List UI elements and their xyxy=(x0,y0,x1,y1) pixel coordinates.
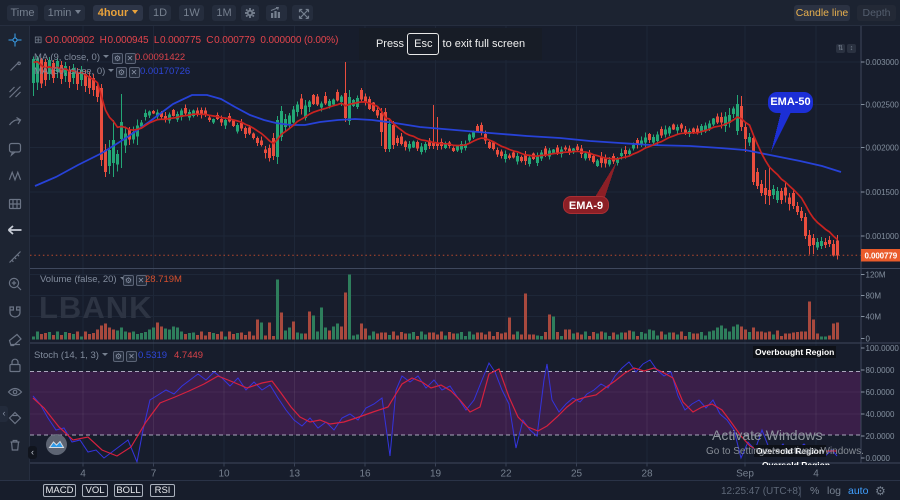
svg-text:0: 0 xyxy=(866,335,871,344)
svg-text:16: 16 xyxy=(359,468,371,479)
svg-text:28: 28 xyxy=(641,468,653,479)
svg-text:13: 13 xyxy=(289,468,301,479)
svg-text:60.0000: 60.0000 xyxy=(866,388,895,397)
svg-text:100.0000: 100.0000 xyxy=(866,344,900,353)
svg-text:20.0000: 20.0000 xyxy=(866,432,895,441)
svg-text:0.001000: 0.001000 xyxy=(866,232,900,241)
svg-text:10: 10 xyxy=(218,468,230,479)
svg-text:120M: 120M xyxy=(866,271,886,280)
svg-text:4: 4 xyxy=(813,468,819,479)
svg-text:0.002000: 0.002000 xyxy=(866,144,900,153)
svg-text:19: 19 xyxy=(430,468,442,479)
svg-text:25: 25 xyxy=(571,468,583,479)
svg-text:Sep: Sep xyxy=(736,468,754,479)
svg-text:22: 22 xyxy=(500,468,512,479)
svg-text:40.0000: 40.0000 xyxy=(866,410,895,419)
svg-text:0.003000: 0.003000 xyxy=(866,58,900,67)
svg-text:80.0000: 80.0000 xyxy=(866,366,895,375)
svg-text:80M: 80M xyxy=(866,292,882,301)
svg-text:0.002500: 0.002500 xyxy=(866,101,900,110)
svg-text:0.000779: 0.000779 xyxy=(865,251,898,260)
svg-text:4: 4 xyxy=(80,468,86,479)
svg-text:40M: 40M xyxy=(866,313,882,322)
svg-text:7: 7 xyxy=(151,468,157,479)
svg-text:0.0000: 0.0000 xyxy=(866,454,891,463)
svg-text:0.001500: 0.001500 xyxy=(866,188,900,197)
